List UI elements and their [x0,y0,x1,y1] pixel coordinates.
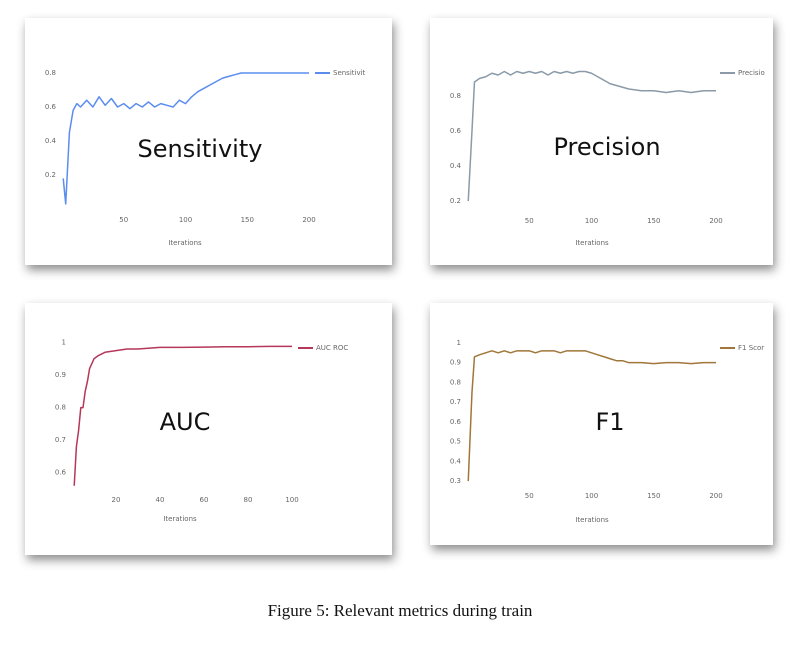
x-axis-label: Iterations [575,239,609,247]
y-tick-label: 0.8 [450,378,461,386]
series-line [467,350,716,482]
legend-label: AUC ROC [316,344,348,352]
y-tick-label: 0.8 [45,69,56,77]
y-tick-label: 0.6 [55,469,67,477]
x-tick-label: 100 [585,217,598,225]
series-line [73,345,292,486]
x-axis-label: Iterations [163,515,197,523]
y-tick-label: 0.9 [55,371,66,379]
x-tick-label: 150 [647,492,660,500]
legend-label: Sensitivit [333,69,366,77]
x-axis-label: Iterations [575,516,609,524]
annotation: Sensitivity [138,135,263,163]
x-tick-label: 200 [709,492,722,500]
y-tick-label: 0.2 [45,171,56,179]
y-tick-label: 0.6 [450,127,462,135]
legend-label: Precisio [738,69,765,77]
x-tick-label: 100 [585,492,598,500]
x-tick-label: 60 [200,496,209,504]
x-tick-label: 200 [302,216,315,224]
x-tick-label: 200 [709,217,722,225]
y-tick-label: 1 [457,339,461,347]
annotation: AUC [160,408,211,436]
y-tick-label: 1 [62,339,66,347]
series-line [467,70,716,202]
y-tick-label: 0.2 [450,197,461,205]
y-tick-label: 0.5 [450,438,461,446]
x-tick-label: 50 [525,492,534,500]
y-tick-label: 0.4 [450,162,462,170]
card [25,303,392,555]
caption: Figure 5: Relevant metrics during train [268,601,533,620]
x-tick-label: 100 [285,496,298,504]
y-tick-label: 0.6 [450,418,462,426]
legend-label: F1 Scor [738,344,764,352]
y-tick-label: 0.8 [450,92,461,100]
x-tick-label: 50 [525,217,534,225]
card [25,18,392,265]
y-tick-label: 0.7 [450,398,461,406]
card [430,18,773,265]
y-tick-label: 0.4 [45,137,57,145]
x-axis-label: Iterations [168,239,202,247]
x-tick-label: 150 [647,217,660,225]
x-tick-label: 20 [112,496,121,504]
annotation: F1 [595,408,624,436]
card [430,303,773,545]
y-tick-label: 0.4 [450,457,462,465]
y-tick-label: 0.7 [55,436,66,444]
x-tick-label: 100 [179,216,192,224]
y-tick-label: 0.3 [450,477,461,485]
y-tick-label: 0.6 [45,103,57,111]
x-tick-label: 40 [156,496,165,504]
y-tick-label: 0.9 [450,359,461,367]
series-line [62,72,309,205]
annotation: Precision [553,133,660,161]
x-tick-label: 50 [119,216,128,224]
x-tick-label: 80 [244,496,253,504]
x-tick-label: 150 [241,216,254,224]
y-tick-label: 0.8 [55,404,66,412]
